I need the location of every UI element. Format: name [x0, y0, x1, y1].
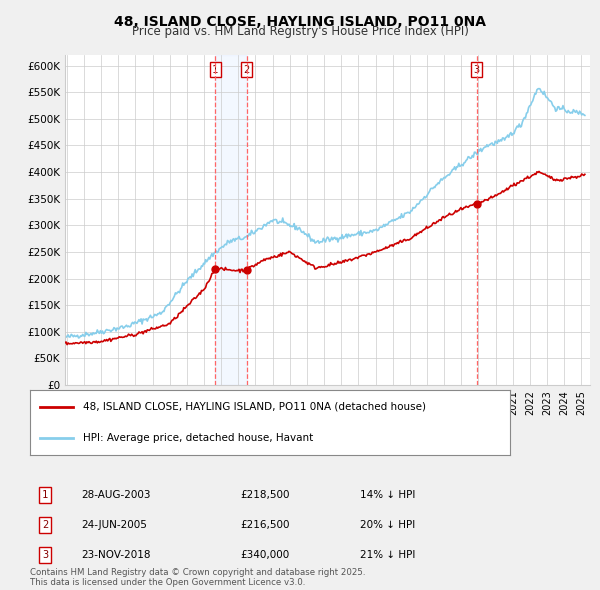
Bar: [215, 55, 247, 385]
Text: 48, ISLAND CLOSE, HAYLING ISLAND, PO11 0NA: 48, ISLAND CLOSE, HAYLING ISLAND, PO11 0…: [114, 15, 486, 29]
Text: HPI: Average price, detached house, Havant: HPI: Average price, detached house, Hava…: [83, 433, 313, 443]
Text: 3: 3: [473, 65, 480, 75]
Text: 20% ↓ HPI: 20% ↓ HPI: [360, 520, 415, 530]
Text: £340,000: £340,000: [240, 550, 289, 560]
Text: 48, ISLAND CLOSE, HAYLING ISLAND, PO11 0NA (detached house): 48, ISLAND CLOSE, HAYLING ISLAND, PO11 0…: [83, 402, 426, 412]
Text: 14% ↓ HPI: 14% ↓ HPI: [360, 490, 415, 500]
Text: Price paid vs. HM Land Registry's House Price Index (HPI): Price paid vs. HM Land Registry's House …: [131, 25, 469, 38]
Text: 28-AUG-2003: 28-AUG-2003: [81, 490, 151, 500]
Text: 2: 2: [42, 520, 48, 530]
Text: 1: 1: [212, 65, 218, 75]
Text: 3: 3: [42, 550, 48, 560]
Text: 21% ↓ HPI: 21% ↓ HPI: [360, 550, 415, 560]
Text: 23-NOV-2018: 23-NOV-2018: [81, 550, 151, 560]
Text: 24-JUN-2005: 24-JUN-2005: [81, 520, 147, 530]
Text: £216,500: £216,500: [240, 520, 290, 530]
Text: 1: 1: [42, 490, 48, 500]
Text: Contains HM Land Registry data © Crown copyright and database right 2025.
This d: Contains HM Land Registry data © Crown c…: [30, 568, 365, 587]
Text: £218,500: £218,500: [240, 490, 290, 500]
Text: 2: 2: [244, 65, 250, 75]
